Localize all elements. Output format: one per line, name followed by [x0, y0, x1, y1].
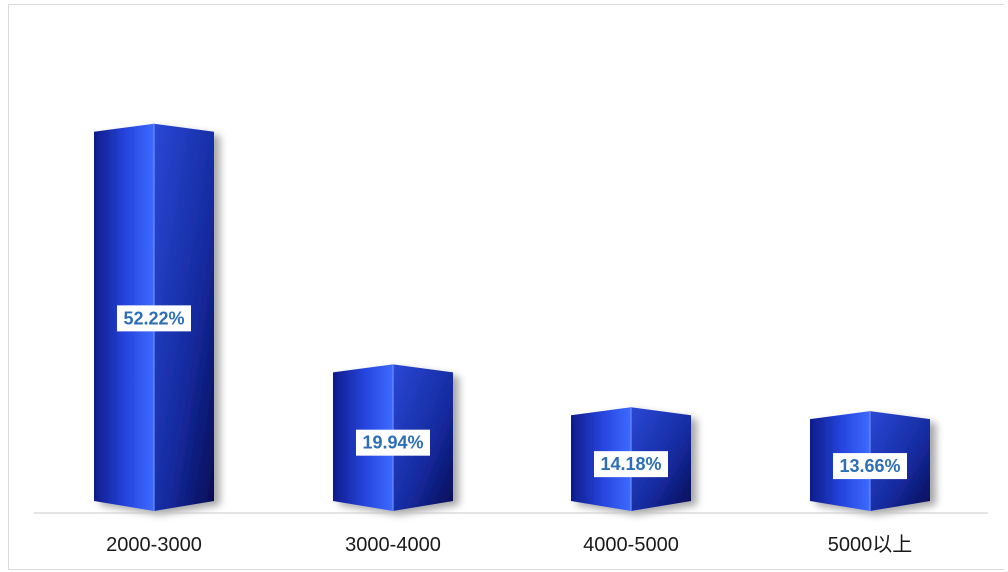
data-label: 14.18%	[594, 451, 668, 478]
category-label: 2000-3000	[106, 534, 202, 556]
data-label: 52.22%	[117, 305, 191, 332]
data-label: 13.66%	[833, 453, 907, 480]
data-label-box	[117, 305, 191, 332]
data-label-box	[594, 451, 668, 478]
bars-layer	[94, 123, 930, 511]
category-label: 4000-5000	[583, 534, 679, 556]
category-label: 3000-4000	[345, 534, 441, 556]
data-label-box	[356, 429, 430, 456]
data-label-text: 52.22%	[123, 308, 184, 328]
labels-layer: 52.22% 2000-3000 19.94% 3000-4000 14.18% 4000…	[106, 305, 912, 556]
data-label-text: 19.94%	[362, 433, 423, 453]
category-label: 5000以上	[828, 533, 913, 556]
data-label-text: 13.66%	[839, 456, 900, 476]
data-label-text: 14.18%	[600, 454, 661, 474]
data-label-box	[833, 453, 907, 480]
data-label: 19.94%	[356, 429, 430, 456]
